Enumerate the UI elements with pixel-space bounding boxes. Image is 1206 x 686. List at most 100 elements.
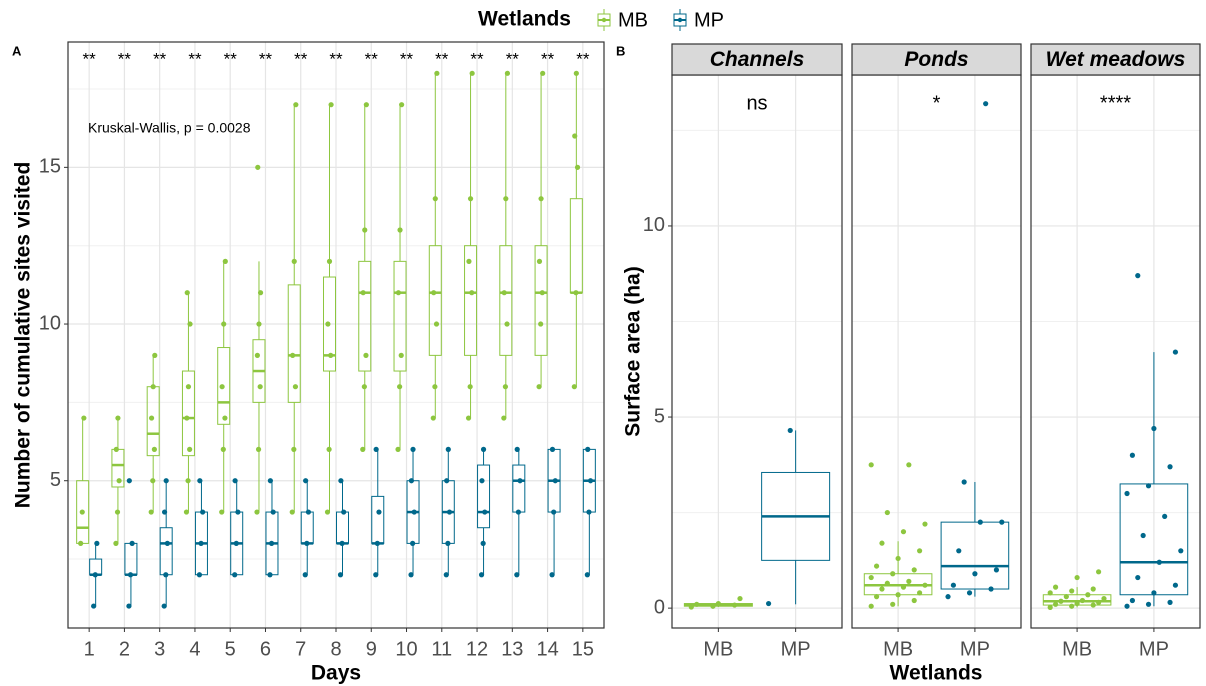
x-tick-label: 9: [366, 638, 377, 660]
point: [539, 290, 545, 296]
point: [187, 321, 193, 327]
box: [477, 464, 491, 529]
point: [326, 446, 332, 452]
point: [1047, 590, 1053, 596]
point: [571, 384, 577, 390]
point: [478, 572, 485, 578]
point: [161, 603, 167, 609]
point: [467, 196, 474, 202]
point: [1145, 483, 1152, 489]
point: [196, 572, 203, 578]
point: [868, 603, 874, 609]
point: [126, 478, 132, 484]
point: [966, 590, 973, 596]
point: [1151, 425, 1157, 432]
point: [302, 572, 308, 578]
point: [220, 446, 226, 452]
point: [1172, 349, 1179, 355]
point: [515, 509, 522, 515]
point: [1069, 588, 1075, 594]
point: [187, 446, 193, 452]
point: [291, 258, 297, 264]
point: [1090, 586, 1096, 592]
panel-border: [67, 41, 605, 629]
point: [688, 604, 694, 610]
point: [148, 415, 155, 421]
point: [255, 446, 262, 452]
point: [977, 519, 983, 525]
point: [92, 572, 98, 578]
point: [257, 290, 264, 296]
strip: [671, 43, 843, 76]
significance: **: [118, 49, 132, 68]
point: [469, 70, 475, 76]
point: [397, 227, 403, 233]
x-tick-label: 12: [466, 638, 488, 660]
point: [731, 602, 738, 608]
point: [150, 478, 156, 484]
significance: **: [506, 49, 520, 68]
box: [393, 260, 407, 372]
point: [737, 595, 743, 602]
point: [360, 446, 366, 452]
significance: **: [435, 49, 449, 68]
point: [290, 352, 296, 358]
point: [397, 384, 403, 390]
point: [232, 478, 238, 484]
x-tick-label: 6: [260, 638, 271, 660]
significance: *: [933, 92, 941, 114]
legend-label: MP: [694, 9, 724, 31]
box: [534, 245, 548, 356]
point: [1069, 603, 1075, 609]
legend-key: [677, 17, 683, 23]
point: [536, 384, 542, 390]
point: [917, 590, 923, 596]
significance: **: [541, 49, 555, 68]
annotation: Kruskal-Wallis, p = 0.0028: [88, 120, 251, 136]
point: [552, 478, 558, 484]
point: [268, 540, 275, 546]
x-tick-label: MB: [703, 638, 733, 660]
point: [200, 509, 206, 515]
point: [113, 540, 119, 546]
point: [255, 164, 261, 170]
y-tick-label: 0: [654, 596, 665, 618]
box: [181, 370, 195, 457]
point: [94, 540, 100, 546]
point: [1096, 599, 1102, 605]
box: [940, 521, 1010, 590]
point: [1135, 273, 1141, 279]
x-tick-label: 7: [295, 638, 306, 660]
point: [161, 509, 168, 515]
box: [323, 276, 336, 372]
point: [961, 479, 967, 485]
point: [376, 509, 382, 515]
significance: **: [188, 49, 202, 68]
point: [113, 446, 119, 452]
point: [152, 352, 158, 358]
point: [126, 603, 132, 609]
point: [787, 427, 793, 434]
point: [114, 509, 121, 515]
panel-background: [1031, 75, 1200, 628]
x-tick-label: 4: [189, 638, 200, 660]
significance: ****: [1100, 92, 1131, 114]
point: [884, 509, 890, 516]
point: [1172, 582, 1179, 588]
point: [78, 540, 84, 546]
point: [432, 196, 438, 202]
point: [1090, 602, 1096, 608]
point: [906, 578, 912, 584]
point: [163, 478, 169, 484]
y-tick-label: 10: [39, 312, 61, 334]
box: [464, 245, 478, 356]
point: [586, 509, 592, 515]
point: [116, 478, 122, 484]
point: [501, 415, 507, 421]
point: [233, 540, 239, 546]
x-tick-label: MP: [960, 638, 990, 660]
point: [517, 478, 523, 484]
point: [256, 321, 262, 327]
point: [710, 603, 716, 609]
point: [922, 582, 928, 588]
